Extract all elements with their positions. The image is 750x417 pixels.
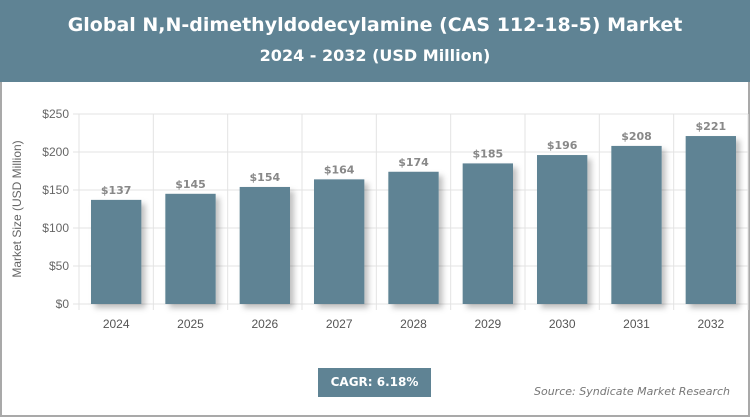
x-tick-label: 2026	[251, 317, 278, 331]
cagr-badge: CAGR: 6.18%	[318, 368, 431, 397]
x-tick-label: 2029	[474, 317, 501, 331]
x-tick-label: 2031	[623, 317, 650, 331]
bar-2030	[537, 155, 588, 304]
bar-2028	[388, 171, 439, 304]
y-axis-label: Market Size (USD Million)	[10, 140, 24, 277]
data-label: $185	[473, 147, 504, 160]
data-label: $145	[175, 178, 206, 191]
data-label: $196	[547, 139, 578, 152]
y-tick-label: $150	[42, 183, 69, 197]
bar-2027	[314, 179, 365, 304]
chart-subtitle: 2024 - 2032 (USD Million)	[259, 46, 491, 65]
x-tick-label: 2030	[549, 317, 576, 331]
bar-2029	[462, 163, 513, 304]
data-label: $208	[621, 130, 652, 143]
source-note: Source: Syndicate Market Research	[534, 385, 730, 398]
y-tick-label: $0	[56, 297, 70, 311]
y-tick-label: $250	[42, 107, 69, 121]
bar-2024	[91, 199, 142, 304]
data-label: $174	[398, 156, 429, 169]
data-label: $154	[250, 171, 281, 184]
x-tick-label: 2025	[177, 317, 204, 331]
chart-header: Global N,N-dimethyldodecylamine (CAS 112…	[0, 0, 750, 82]
bar-2032	[685, 136, 736, 304]
data-label: $137	[101, 184, 132, 197]
data-label: $164	[324, 163, 355, 176]
y-tick-label: $200	[42, 145, 69, 159]
x-tick-label: 2028	[400, 317, 427, 331]
bar-2025	[165, 193, 216, 304]
x-tick-label: 2027	[326, 317, 353, 331]
x-tick-label: 2032	[697, 317, 724, 331]
data-label: $221	[696, 120, 727, 133]
bar-2031	[611, 145, 662, 304]
y-tick-label: $50	[49, 259, 69, 273]
chart-title: Global N,N-dimethyldodecylamine (CAS 112…	[67, 14, 683, 36]
x-tick-label: 2024	[103, 317, 130, 331]
bar-2026	[239, 186, 290, 304]
y-tick-label: $100	[42, 221, 69, 235]
